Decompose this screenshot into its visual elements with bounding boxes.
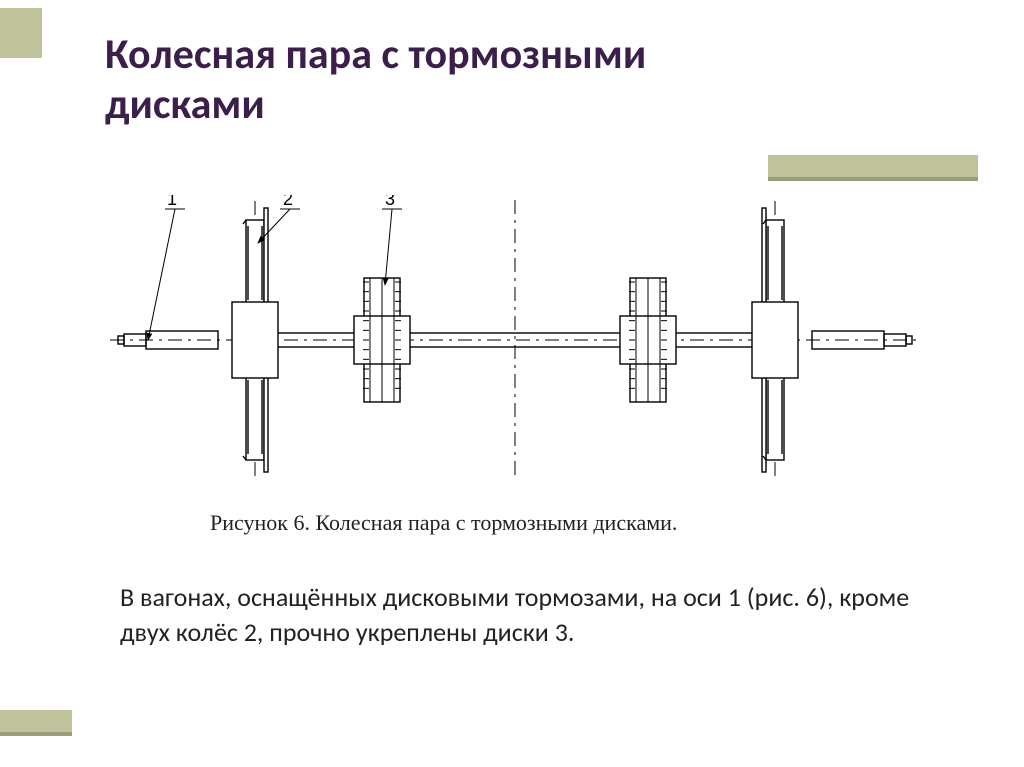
svg-text:1: 1 <box>167 195 177 209</box>
slide-title: Колесная пара с тормозными дисками <box>105 30 646 131</box>
title-line-1: Колесная пара с тормозными <box>105 30 646 80</box>
deco-right-bar <box>768 155 978 177</box>
figure-caption: Рисунок 6. Колесная пара с тормозными ди… <box>210 510 677 536</box>
title-line-2: дисками <box>105 80 646 130</box>
diagram: 1 2 3 <box>110 195 920 485</box>
deco-bottom-left <box>0 710 72 732</box>
deco-right-shadow <box>768 177 978 181</box>
deco-bottom-left-shadow <box>0 732 72 736</box>
deco-top-left <box>0 8 42 58</box>
svg-text:2: 2 <box>283 195 293 209</box>
body-paragraph: В вагонах, оснащённых дисковыми тормозам… <box>120 580 920 650</box>
svg-text:3: 3 <box>385 195 395 209</box>
